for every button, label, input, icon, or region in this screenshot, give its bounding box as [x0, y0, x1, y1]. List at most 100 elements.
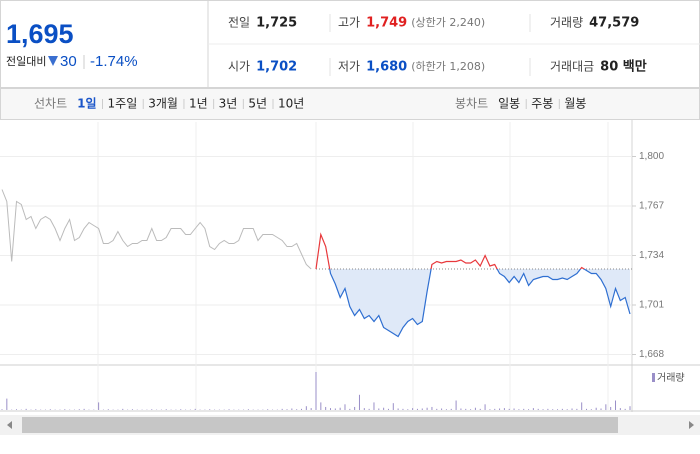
volume-bar [84, 409, 85, 410]
tab[interactable]: 월봉 [564, 97, 586, 111]
volume-bar [538, 409, 539, 410]
volume-bar [485, 404, 486, 410]
volume-bar [494, 409, 495, 410]
volume-bar [151, 409, 152, 410]
volume-bar [325, 407, 326, 410]
volume-bar [306, 406, 307, 410]
volume-bar [98, 402, 99, 410]
stat-label: 전일 [228, 16, 250, 30]
volume-bar [195, 409, 196, 410]
volume-bar [50, 409, 51, 410]
volume-bar [311, 408, 312, 410]
y-tick-label: 1,767 [639, 201, 664, 212]
tab[interactable]: 10년 [278, 97, 304, 111]
volume-bar [460, 408, 461, 410]
volume-bar [373, 402, 374, 410]
volume-bar [2, 409, 3, 410]
volume-bar [412, 408, 413, 410]
volume-bar [26, 409, 27, 410]
tab[interactable]: 3개월 [148, 97, 178, 111]
stat-value: 1,702 [256, 60, 297, 75]
stat-note: (상한가 2,240) [411, 16, 485, 29]
volume-bar [601, 408, 602, 410]
volume-bar [296, 409, 297, 410]
volume-bar [287, 409, 288, 410]
volume-bar [301, 409, 302, 410]
stat-label: 거래량 [550, 16, 583, 30]
volume-bar [547, 409, 548, 410]
volume-bar [282, 409, 283, 410]
volume-bar [552, 409, 553, 410]
volume-bar [349, 409, 350, 410]
tab[interactable]: 3년 [219, 97, 238, 111]
volume-bar [533, 408, 534, 410]
stat-note: (하한가 1,208) [411, 59, 485, 73]
volume-bar [480, 409, 481, 410]
scroll-thumb[interactable] [22, 417, 618, 433]
tab[interactable]: 1주일 [108, 97, 138, 111]
stat-value: 47,579 [589, 16, 639, 31]
change: 30 [60, 53, 77, 70]
change-rate: -1.74% [90, 53, 138, 70]
volume-bar [572, 408, 573, 410]
volume-bar [446, 409, 447, 410]
y-tick-label: 1,668 [639, 349, 664, 360]
volume-bar [562, 409, 563, 410]
tab[interactable]: 주봉 [531, 97, 553, 111]
area-below-reference [316, 235, 630, 337]
volume-bar [543, 409, 544, 410]
price-line [2, 190, 311, 270]
stat-label: 거래대금 [550, 60, 594, 74]
volume-bar [451, 409, 452, 410]
volume-bar [340, 408, 341, 410]
volume-bar [441, 408, 442, 410]
volume-bar [504, 408, 505, 410]
volume-bar [388, 409, 389, 410]
volume-bar [610, 407, 611, 410]
volume-bar [470, 409, 471, 410]
volume-bar [398, 408, 399, 410]
change-label: 전일대비 [6, 54, 46, 68]
tab[interactable]: 5년 [248, 97, 267, 111]
stat-value: 1,725 [256, 16, 297, 31]
volume-bar [166, 409, 167, 410]
volume-bar [436, 409, 437, 410]
volume-bar [456, 401, 457, 411]
volume-bar [229, 409, 230, 410]
tab[interactable]: 1일 [77, 97, 96, 111]
volume-bar [402, 409, 403, 410]
volume-bar [132, 409, 133, 410]
y-tick-label: 1,734 [639, 250, 664, 261]
volume-bar [514, 408, 515, 410]
volume-bar [605, 404, 606, 410]
volume-bar [16, 409, 17, 410]
tab-group-label: 선차트 [34, 97, 67, 111]
volume-legend: 거래량 [657, 372, 685, 384]
volume-legend-swatch [652, 373, 655, 382]
volume-bar [417, 409, 418, 410]
tab[interactable]: 일봉 [498, 97, 520, 111]
volume-bar [316, 372, 317, 410]
volume-bar [209, 409, 210, 410]
volume-bar [523, 409, 524, 410]
volume-bar [180, 409, 181, 410]
stat-value: 1,749 [366, 16, 407, 31]
y-tick-label: 1,800 [639, 151, 664, 162]
volume-bar [291, 408, 292, 410]
volume-bar [364, 408, 365, 410]
vertical-grid [98, 122, 608, 411]
volume-bar [383, 408, 384, 410]
volume-bar [79, 409, 80, 410]
volume-bar [431, 407, 432, 410]
volume-bar [576, 409, 577, 410]
volume-bar [427, 408, 428, 410]
tab[interactable]: 1년 [189, 97, 208, 111]
volume-bar [108, 409, 109, 410]
volume-bar [354, 407, 355, 410]
volume-bar [369, 409, 370, 410]
current-price: 1,695 [6, 19, 74, 49]
volume-bar [320, 402, 321, 410]
volume-bar [509, 409, 510, 410]
